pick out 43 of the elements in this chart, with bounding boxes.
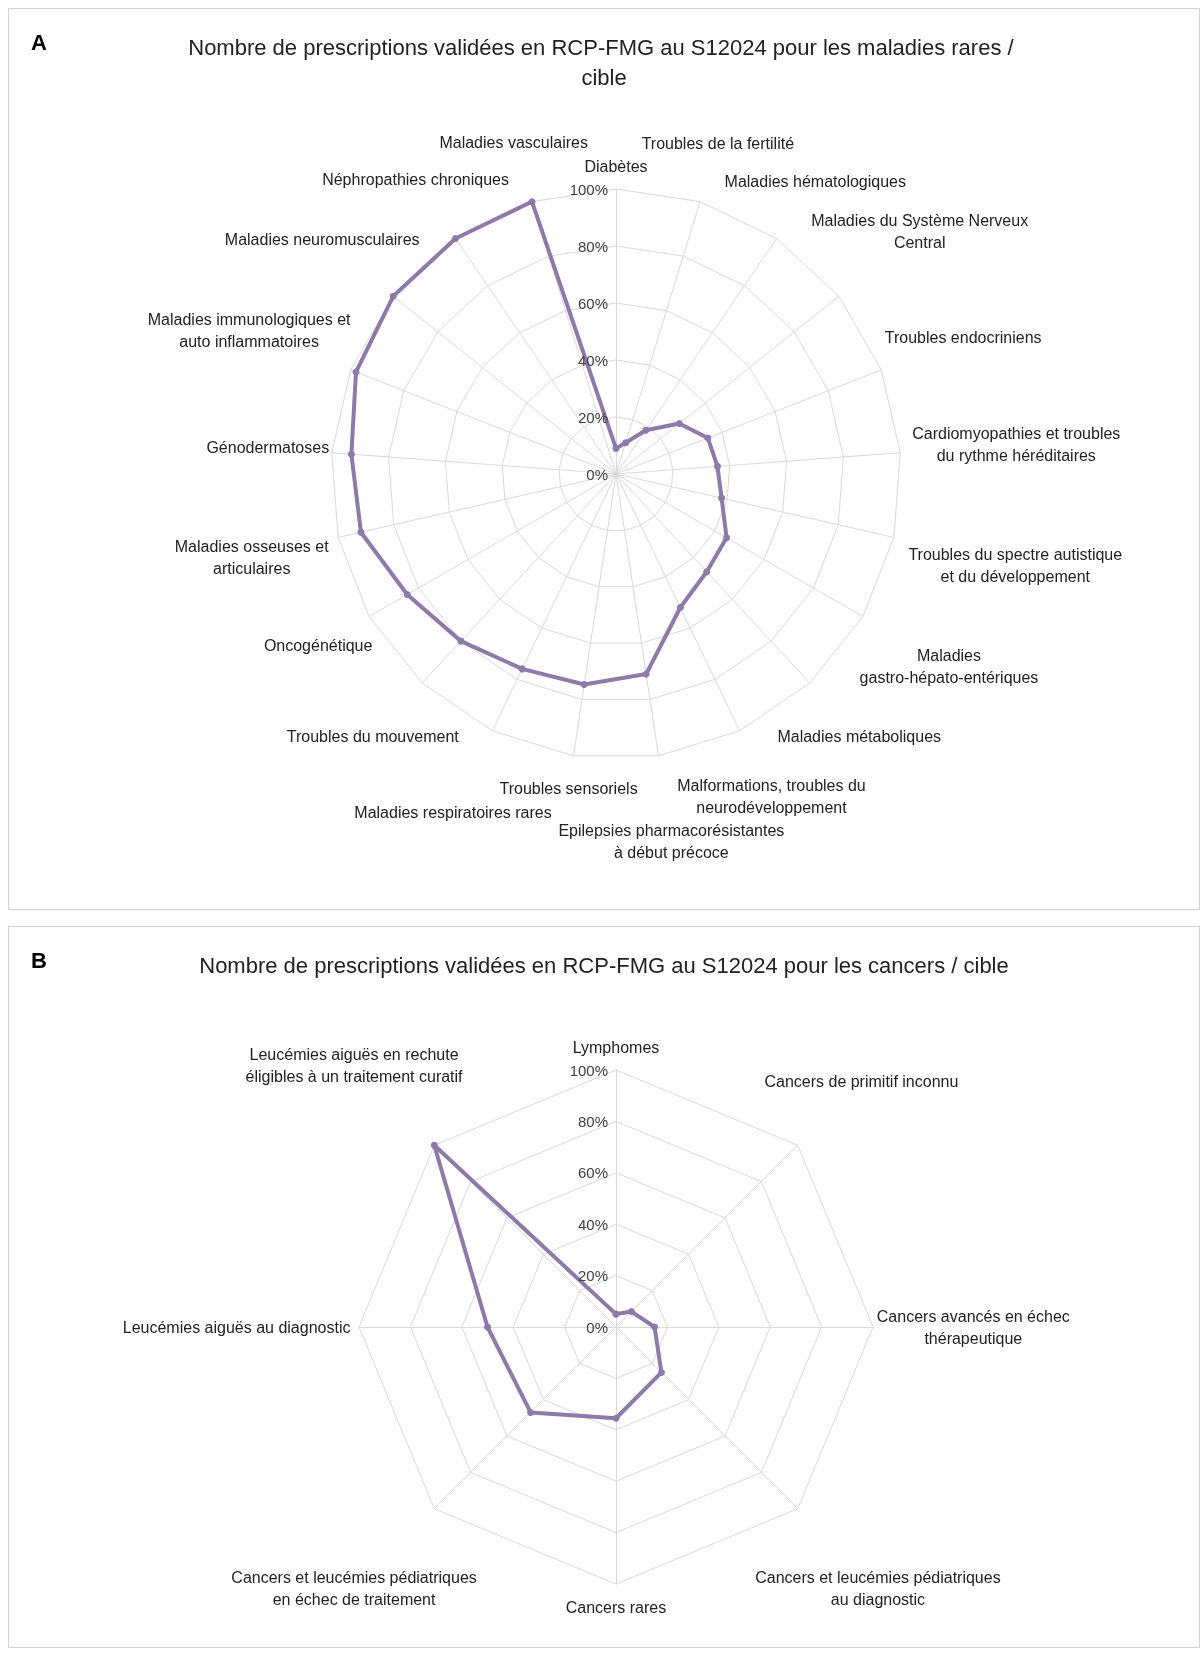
spoke-label: Maladies osseuses et articulaires [174,537,330,577]
y-tick-label: 0% [586,1318,608,1336]
spoke-label: Oncogénétique [263,637,373,655]
spoke-label: Leucémies aiguës en rechute éligibles à un traitement curatif [245,1045,464,1085]
spoke-label: Maladies vasculaires [439,133,588,151]
spoke-label: Maladies neuromusculaires [224,231,420,249]
chart-title: Nombre de prescriptions validées en RCP-FMG au S12024 pour les cancers / cible [199,952,1009,978]
chart-title: Nombre de prescriptions validées en RCP-FMG au S12024 pour les maladies rares / cible [188,34,1020,90]
spoke-label: Maladies hématologiques [724,173,907,191]
spoke-label: Troubles de la fertilité [641,135,795,153]
spoke-label: Cancers avancés en échec thérapeutique [876,1307,1070,1347]
y-tick-label: 100% [569,1061,608,1079]
spoke-label: Troubles du mouvement [286,727,460,745]
spoke-label: Maladies du Système Nerveux Central [811,212,1029,252]
spoke-label: Diabètes [584,157,648,175]
spoke-label: Maladies immunologiques et auto inflammatoires [147,310,352,350]
spoke-label: Cancers de primitif inconnu [764,1073,959,1091]
spoke-label: Génodermatoses [206,439,330,457]
text: B [31,947,47,973]
y-tick-label: 0% [586,465,608,483]
spoke-label: Cancers et leucémies pédiatriques au diagnostic [755,1569,1001,1609]
spoke-label: Cancers et leucémies pédiatriques en échec de traitement [231,1569,477,1609]
spoke-label: Maladies métaboliques [777,727,942,745]
spoke-label: Malformations, troubles du neurodéveloppement [677,777,866,817]
y-tick-label: 60% [577,1164,608,1182]
y-tick-label: 20% [577,1267,608,1285]
y-tick-label: 80% [577,1112,608,1130]
spoke-label: Lymphomes [572,1038,660,1056]
y-tick-label: 40% [577,1215,608,1233]
spoke-label: Cardiomyopathies et troubles du rythme héréditaires [912,424,1121,464]
spoke-label: Cancers rares [565,1598,667,1616]
spoke-label: Troubles sensoriels [499,780,638,798]
spoke-label: Néphropathies chroniques [322,171,509,189]
y-tick-label: 100% [569,180,608,198]
spoke-label: Epilepsies pharmacorésistantes à début précoce [558,821,785,861]
y-tick-label: 80% [577,237,608,255]
spoke-label: Troubles du spectre autistique et du développement [908,545,1123,585]
spoke-label: Troubles endocriniens [884,329,1042,347]
spoke-label: Maladies respiratoires rares [354,803,552,821]
spoke-label: Maladies gastro-hépato-entériques [859,646,1039,686]
spoke-label: Leucémies aiguës au diagnostic [122,1318,351,1336]
y-tick-label: 60% [577,294,608,312]
text: A [31,29,47,55]
